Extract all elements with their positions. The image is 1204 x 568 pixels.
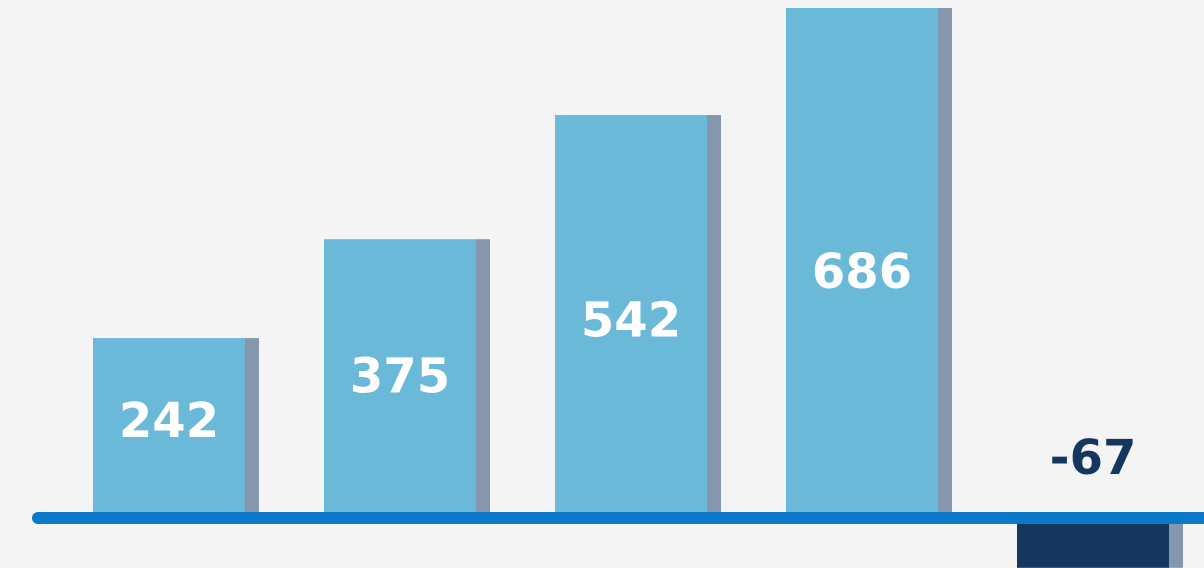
- data-label: 542: [581, 293, 681, 349]
- data-label: 375: [350, 349, 450, 405]
- bar-group: 686: [786, 8, 952, 518]
- bar-shadow: [1169, 518, 1183, 568]
- bar: [324, 239, 476, 519]
- data-label: 686: [812, 244, 912, 300]
- data-label: 242: [119, 393, 219, 449]
- bar: [1017, 518, 1169, 568]
- bar-group: 375: [324, 239, 490, 519]
- bar-shadow: [245, 338, 259, 518]
- bar-group: 242: [93, 338, 259, 518]
- bar-shadow: [707, 115, 721, 519]
- bar: [93, 338, 245, 518]
- bar: [786, 8, 938, 518]
- bar-shadow: [476, 239, 490, 519]
- bar-group: 542: [555, 115, 721, 519]
- bar-group: -67: [1017, 430, 1183, 568]
- bar: [555, 115, 707, 519]
- bar-shadow: [938, 8, 952, 518]
- data-label: -67: [1050, 430, 1137, 486]
